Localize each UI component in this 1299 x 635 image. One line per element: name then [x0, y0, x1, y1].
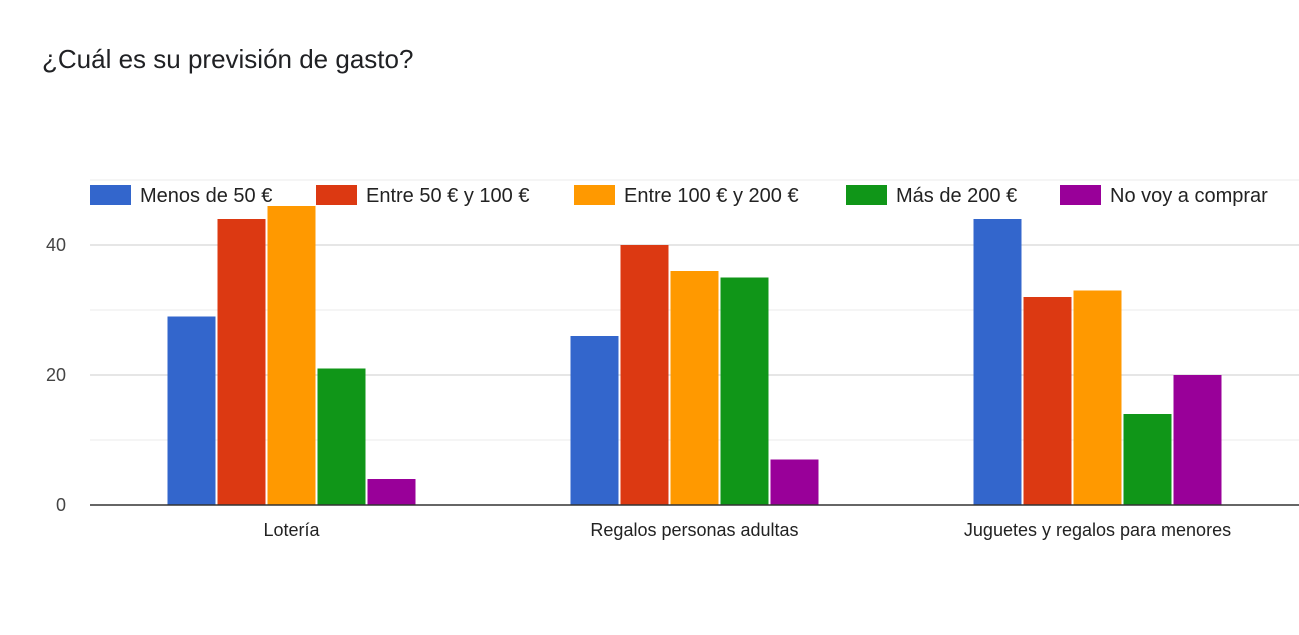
legend-label: No voy a comprar: [1110, 185, 1268, 207]
bar: [770, 459, 819, 505]
bar: [267, 206, 316, 505]
bars: [167, 206, 1222, 505]
y-tick-label: 40: [46, 235, 66, 255]
legend-swatch: [846, 185, 887, 205]
legend-label: Entre 100 € y 200 €: [624, 185, 799, 207]
x-tick-label: Regalos personas adultas: [590, 520, 798, 540]
bar: [217, 219, 266, 505]
y-tick-label: 0: [56, 495, 66, 515]
bar: [1073, 290, 1122, 505]
x-tick-label: Juguetes y regalos para menores: [964, 520, 1231, 540]
bar: [317, 368, 366, 505]
legend-swatch: [1060, 185, 1101, 205]
bar: [570, 336, 619, 505]
legend-swatch: [574, 185, 615, 205]
legend-swatch: [316, 185, 357, 205]
legend-label: Entre 50 € y 100 €: [366, 185, 529, 207]
bar: [670, 271, 719, 505]
x-axis-ticks: Lotería Regalos personas adultas Juguetes …: [263, 520, 1231, 540]
legend: Menos de 50 € Entre 50 € y 100 € Entre 100…: [90, 185, 1268, 207]
y-tick-label: 20: [46, 365, 66, 385]
legend-label: Más de 200 €: [896, 185, 1017, 207]
bar: [620, 245, 669, 505]
x-tick-label: Lotería: [263, 520, 320, 540]
bar: [167, 316, 216, 505]
bar: [720, 277, 769, 505]
chart-title: ¿Cuál es su previsión de gasto?: [42, 44, 414, 74]
bar: [973, 219, 1022, 505]
bar: [1123, 414, 1172, 505]
bar: [367, 479, 416, 505]
bar: [1173, 375, 1222, 505]
legend-swatch: [90, 185, 131, 205]
bar: [1023, 297, 1072, 505]
legend-label: Menos de 50 €: [140, 185, 272, 207]
y-axis-ticks: 0 20 40: [46, 235, 66, 515]
